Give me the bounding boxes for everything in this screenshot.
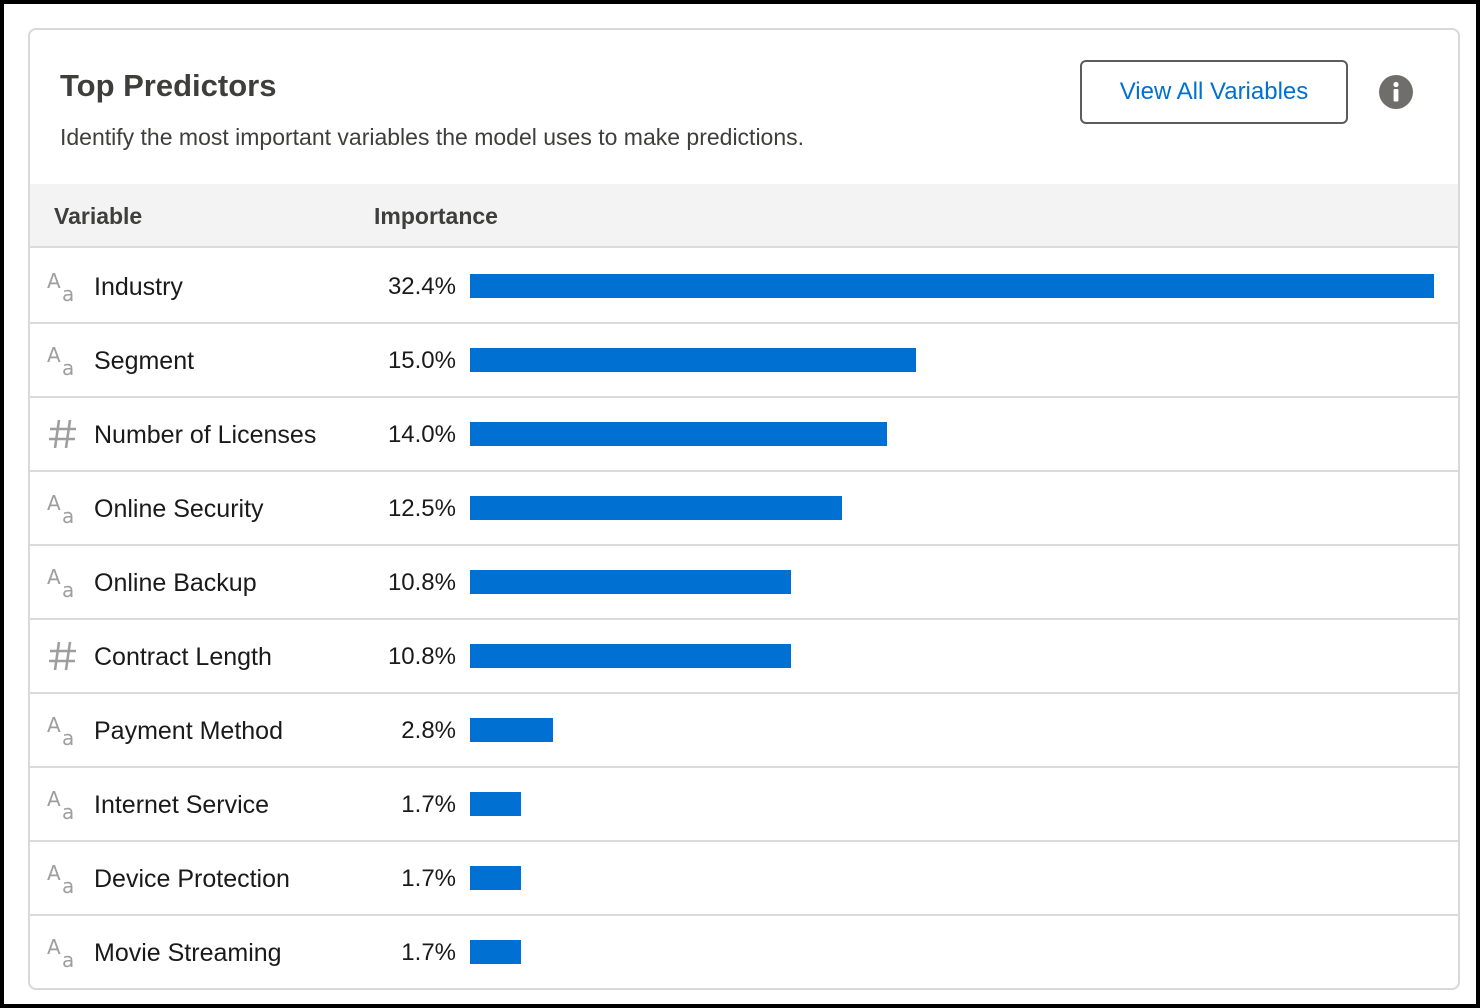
svg-text:a: a [62,800,74,822]
importance-bar [470,570,791,594]
importance-bar [470,940,521,964]
variable-name: Contract Length [94,643,272,671]
svg-text:A: A [47,491,61,515]
text-type-icon: Aa [47,861,74,896]
table-row: Number of Licenses 14.0% [30,398,1458,472]
text-type-icon: Aa [47,491,74,526]
svg-text:A: A [47,565,61,589]
importance-bar [470,792,521,816]
svg-text:A: A [47,787,61,811]
importance-bar [470,866,521,890]
number-type-icon [49,641,76,671]
importance-bar-track [470,792,1434,816]
text-type-icon: Aa [47,565,74,600]
importance-bar-track [470,718,1434,742]
text-type-icon: Aa [47,343,74,378]
importance-value: 12.5% [387,495,456,522]
importance-bar-track [470,274,1434,298]
svg-text:a: a [62,578,74,600]
importance-bar-track [470,496,1434,520]
text-type-icon: Aa [47,935,74,970]
svg-text:A: A [47,269,61,293]
importance-bar-track [470,940,1434,964]
text-type-icon: Aa [47,787,74,822]
card-title: Top Predictors [60,68,277,103]
card-subtitle: Identify the most important variables th… [60,124,805,150]
importance-bar-track [470,866,1434,890]
variable-name: Online Security [94,495,264,523]
variable-name: Payment Method [94,717,283,745]
variable-name: Industry [94,273,183,301]
svg-text:a: a [62,726,74,748]
svg-text:A: A [47,343,61,367]
importance-value: 10.8% [387,643,456,670]
importance-bar [470,422,887,446]
importance-value: 2.8% [401,717,456,744]
variable-name: Internet Service [94,791,270,819]
importance-bar [470,718,553,742]
column-header-importance: Importance [374,203,498,229]
importance-bar [470,274,1434,298]
variable-name: Device Protection [94,865,290,893]
svg-text:a: a [62,948,74,970]
importance-value: 32.4% [387,273,456,300]
svg-text:A: A [47,935,61,959]
column-header-variable: Variable [54,203,143,229]
importance-bar-track [470,348,1434,372]
importance-bar [470,496,842,520]
number-type-icon [49,419,76,449]
table-row: Contract Length 10.8% [30,620,1458,694]
svg-text:A: A [47,861,61,885]
info-icon[interactable] [1378,74,1414,110]
svg-text:a: a [62,874,74,896]
variable-name: Number of Licenses [94,421,317,449]
importance-value: 14.0% [387,421,456,448]
importance-value: 15.0% [387,347,456,374]
importance-value: 1.7% [401,865,456,892]
svg-text:A: A [47,713,61,737]
importance-value: 1.7% [401,791,456,818]
variable-name: Movie Streaming [94,939,282,967]
text-type-icon: Aa [47,269,74,304]
importance-bar [470,644,791,668]
importance-value: 10.8% [387,569,456,596]
variable-name: Online Backup [94,569,257,597]
view-all-variables-button[interactable]: View All Variables [1080,60,1348,124]
importance-bar-track [470,570,1434,594]
importance-bar [470,348,916,372]
text-type-icon: Aa [47,713,74,748]
table-header: Variable Importance [30,184,1458,248]
variable-name: Segment [94,347,195,375]
importance-bar-track [470,422,1434,446]
top-predictors-card: Top Predictors Identify the most importa… [28,28,1460,990]
svg-text:a: a [62,282,74,304]
svg-text:a: a [62,356,74,378]
importance-value: 1.7% [401,939,456,966]
svg-text:a: a [62,504,74,526]
importance-bar-track [470,644,1434,668]
